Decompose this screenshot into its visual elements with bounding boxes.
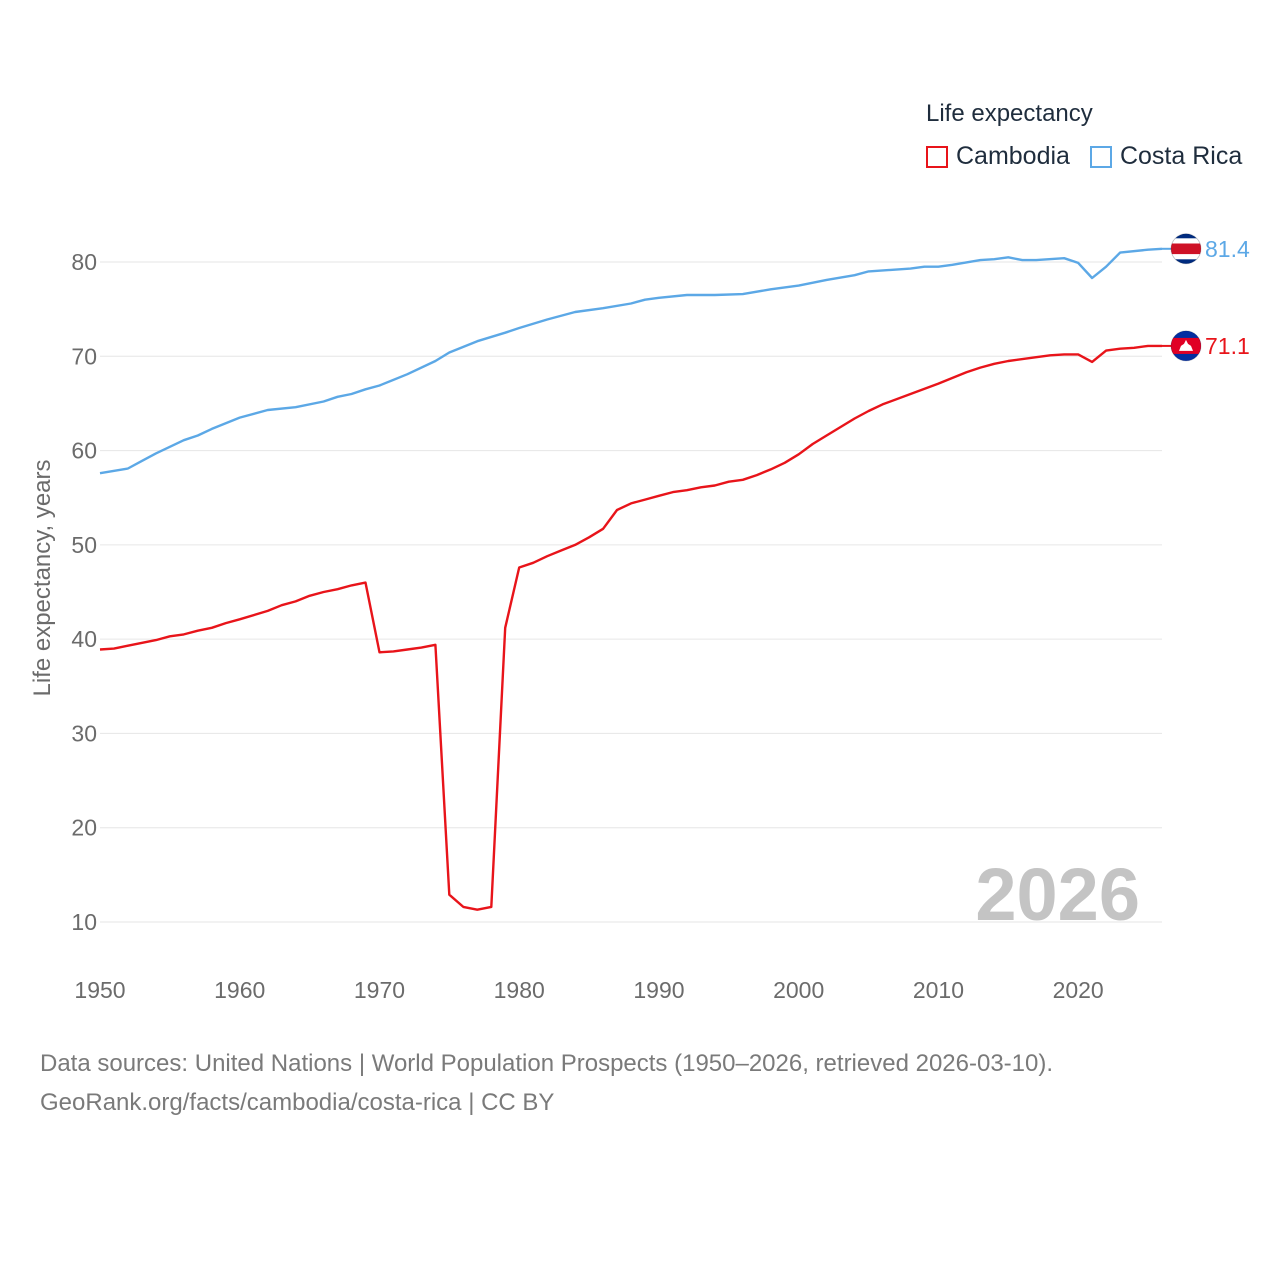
legend-swatch-cambodia (926, 145, 948, 168)
flag-body-cambodia (1171, 330, 1201, 361)
data-sources: Data sources: United Nations | World Pop… (40, 1044, 1053, 1122)
legend-swatch-costa-rica (1089, 145, 1112, 168)
y-tick-label-20: 20 (71, 815, 97, 841)
cambodia-flag-icon (1170, 330, 1202, 362)
y-tick-label-30: 30 (71, 720, 97, 746)
series-lines (99, 247, 1163, 911)
legend-title: Life expectancy (926, 100, 1093, 127)
series-line-cambodia (99, 344, 1162, 911)
y-tick-label-70: 70 (71, 343, 97, 369)
x-tick-label-1980: 1980 (494, 977, 545, 1003)
year-watermark: 2026 (975, 853, 1140, 936)
flag-outline-cambodia (1170, 330, 1202, 362)
end-value-label-cambodia: 71.1 (1205, 333, 1250, 359)
x-tick-label-1960: 1960 (214, 977, 265, 1003)
sources-line: Data sources: United Nations | World Pop… (40, 1050, 1054, 1077)
costa-rica-flag-icon (1170, 233, 1202, 265)
y-tick-label-80: 80 (71, 249, 97, 275)
line-chart: 10 20 30 40 50 60 70 80 1950 1960 1970 1980 1990 200… (29, 233, 1250, 1003)
y-tick-label-60: 60 (71, 438, 97, 464)
end-value-label-costa-rica: 81.4 (1205, 236, 1250, 262)
y-axis-ticks: 10 20 30 40 50 60 70 80 (71, 249, 97, 935)
x-tick-label-1950: 1950 (74, 977, 125, 1003)
x-tick-label-2010: 2010 (913, 977, 964, 1003)
legend-label-cambodia: Cambodia (956, 142, 1070, 170)
legend-item-costa-rica[interactable]: Costa Rica (1089, 142, 1243, 171)
angkor-wat-icon (1179, 339, 1193, 351)
y-tick-label-50: 50 (71, 532, 97, 558)
x-tick-label-2000: 2000 (773, 977, 824, 1003)
x-tick-label-1970: 1970 (354, 977, 405, 1003)
flag-outline-costa-rica (1170, 233, 1202, 265)
flag-body-costa-rica (1171, 233, 1201, 264)
y-tick-label-10: 10 (71, 909, 97, 935)
series-line-costa-rica (99, 247, 1163, 475)
flag-red (1171, 243, 1201, 255)
x-tick-label-1990: 1990 (633, 977, 684, 1003)
legend-label-costa-rica: Costa Rica (1119, 142, 1243, 170)
end-markers: 81.4 71.1 (1162, 233, 1250, 362)
y-tick-label-40: 40 (71, 626, 97, 652)
x-tick-label-2020: 2020 (1053, 977, 1104, 1003)
y-axis-label: Life expectancy, years (29, 459, 56, 696)
legend: Cambodia Costa Rica (926, 142, 1262, 171)
attribution-link[interactable]: GeoRank.org/facts/cambodia/costa-rica | … (40, 1089, 555, 1116)
gridlines (100, 261, 1162, 923)
legend-item-cambodia[interactable]: Cambodia (926, 142, 1070, 171)
x-axis-ticks: 1950 1960 1970 1980 1990 2000 2010 2020 (74, 977, 1103, 1003)
